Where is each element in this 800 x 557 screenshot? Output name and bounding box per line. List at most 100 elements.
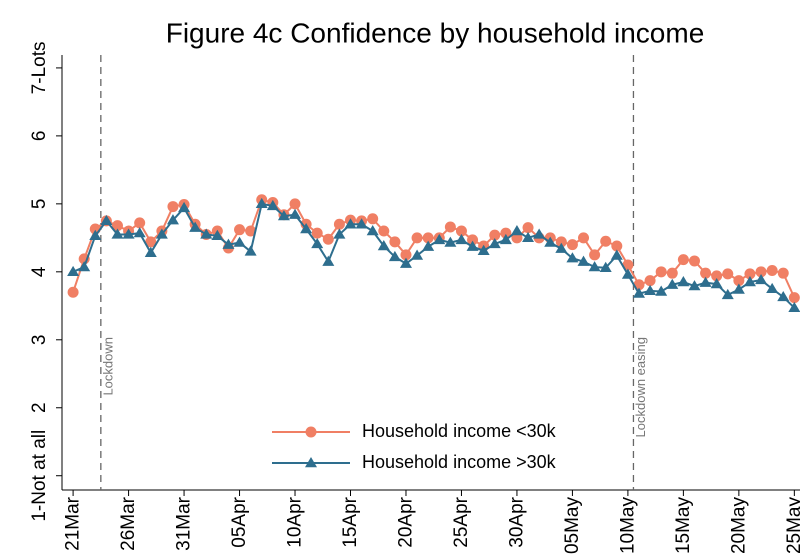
data-point xyxy=(788,292,800,304)
x-tick-label: 21Mar xyxy=(63,496,84,551)
chart-title: Figure 4c Confidence by household income xyxy=(166,17,705,48)
data-point xyxy=(500,227,512,239)
y-tick-label: 7-Lots xyxy=(29,42,50,95)
x-tick-label: 30Apr xyxy=(506,496,527,547)
data-point xyxy=(444,236,457,247)
legend-marker xyxy=(305,457,317,468)
data-point xyxy=(477,244,490,255)
data-point xyxy=(621,268,634,279)
data-point xyxy=(688,280,701,291)
data-point xyxy=(166,214,179,225)
data-point xyxy=(178,201,191,213)
data-point xyxy=(322,255,335,266)
data-point xyxy=(289,208,302,219)
data-point xyxy=(144,246,157,257)
data-point xyxy=(411,249,424,260)
data-point xyxy=(755,266,767,278)
data-point xyxy=(578,232,590,244)
data-point xyxy=(388,250,401,262)
data-point xyxy=(111,220,123,232)
x-tick-label: 15Apr xyxy=(340,496,361,547)
x-tick-label: 31Mar xyxy=(174,496,195,551)
data-point xyxy=(577,255,590,266)
data-point xyxy=(155,228,168,239)
data-point xyxy=(589,249,601,261)
data-point xyxy=(666,267,678,279)
data-point xyxy=(100,214,113,226)
data-point xyxy=(711,270,723,282)
data-point xyxy=(311,227,323,239)
data-point xyxy=(510,225,523,236)
data-point xyxy=(699,276,712,287)
event-label: Lockdown easing xyxy=(633,337,648,437)
data-point xyxy=(355,218,368,229)
data-point xyxy=(788,301,800,313)
data-point xyxy=(777,290,790,302)
data-point xyxy=(644,284,657,296)
x-tick-label: 25May xyxy=(784,497,800,555)
data-point xyxy=(467,234,479,246)
data-point xyxy=(400,249,412,261)
data-point xyxy=(766,264,778,276)
data-point xyxy=(522,222,534,234)
data-point xyxy=(189,221,202,232)
data-point xyxy=(700,267,712,279)
data-point xyxy=(377,239,390,251)
y-tick-label: 2 xyxy=(29,402,50,413)
data-point xyxy=(677,276,690,287)
data-point xyxy=(688,255,700,267)
data-point xyxy=(333,228,346,239)
data-point xyxy=(78,261,91,272)
y-tick-label: 6 xyxy=(29,131,50,142)
data-point xyxy=(367,213,379,225)
data-point xyxy=(67,265,80,277)
data-point xyxy=(610,249,623,260)
x-tick-label: 05May xyxy=(562,497,583,555)
x-tick-label: 10May xyxy=(617,497,638,555)
data-point xyxy=(599,261,612,272)
x-tick-label: 20May xyxy=(728,497,749,555)
data-point xyxy=(544,236,557,247)
data-point xyxy=(655,285,668,296)
data-point xyxy=(211,229,224,240)
data-point xyxy=(455,225,467,237)
data-point xyxy=(289,198,301,210)
data-point xyxy=(455,233,468,245)
data-point xyxy=(222,238,235,249)
data-point xyxy=(399,257,412,268)
data-point xyxy=(422,232,434,244)
data-point xyxy=(366,225,379,236)
data-point xyxy=(422,240,435,251)
legend-label: Household income <30k xyxy=(362,421,557,441)
data-point xyxy=(67,286,79,298)
data-point xyxy=(588,261,601,272)
data-point xyxy=(378,225,390,237)
data-point xyxy=(389,236,401,248)
data-point xyxy=(755,273,768,285)
data-point xyxy=(200,228,213,239)
data-point xyxy=(555,236,567,248)
data-point xyxy=(522,231,535,243)
data-point xyxy=(722,268,734,280)
data-point xyxy=(488,237,501,249)
data-point xyxy=(433,233,446,245)
y-tick-label: 5 xyxy=(29,199,50,210)
data-point xyxy=(133,227,146,238)
data-point xyxy=(167,201,179,213)
data-point xyxy=(266,199,279,211)
data-point xyxy=(499,233,512,245)
data-point xyxy=(134,217,146,229)
x-tick-label: 10Apr xyxy=(285,496,306,547)
data-point xyxy=(710,278,723,289)
data-point xyxy=(743,276,756,287)
data-point xyxy=(744,268,756,280)
data-point xyxy=(721,288,734,300)
data-point xyxy=(333,218,345,230)
data-point xyxy=(644,275,656,287)
data-point xyxy=(655,266,667,278)
data-point xyxy=(311,237,324,249)
data-point xyxy=(777,267,789,279)
data-point xyxy=(533,228,546,239)
data-point xyxy=(444,221,456,233)
